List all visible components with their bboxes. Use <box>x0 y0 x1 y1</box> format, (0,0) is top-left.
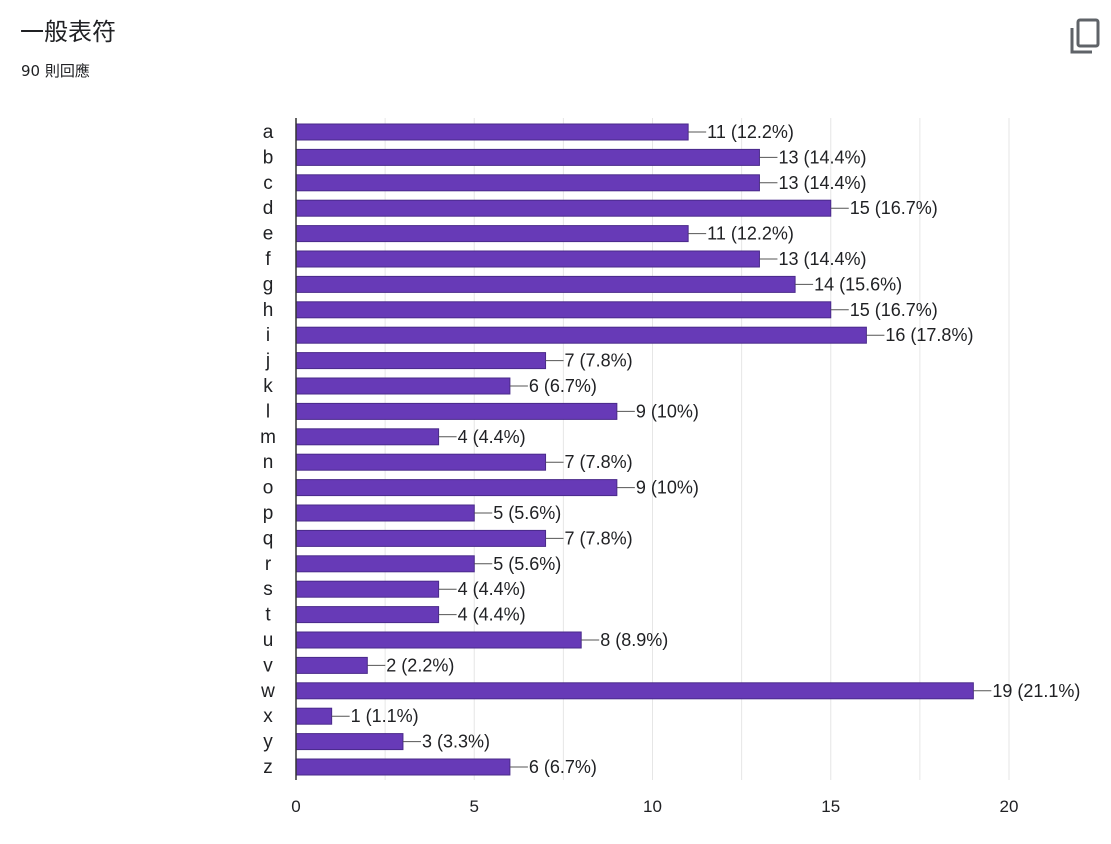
bar <box>295 326 867 344</box>
data-label: 7 (7.8%) <box>565 351 633 371</box>
bar <box>295 402 618 420</box>
bar <box>295 479 618 497</box>
bar <box>295 529 547 547</box>
data-label: 2 (2.2%) <box>386 655 454 675</box>
data-label: 3 (3.3%) <box>422 732 490 752</box>
category-label: j <box>265 351 270 372</box>
data-label: 15 (16.7%) <box>850 300 938 320</box>
category-label: d <box>263 198 274 219</box>
data-label: 4 (4.4%) <box>458 579 526 599</box>
data-label: 5 (5.6%) <box>493 554 561 574</box>
category-label: v <box>263 655 273 676</box>
category-label: o <box>263 478 274 499</box>
category-label: w <box>260 681 275 702</box>
category-label: r <box>265 554 272 575</box>
response-count: 90 則回應 <box>21 62 90 80</box>
bar <box>295 606 440 624</box>
x-tick-label: 0 <box>291 797 300 816</box>
x-tick-label: 20 <box>1000 797 1019 816</box>
bar <box>295 250 760 268</box>
data-label: 9 (10%) <box>636 478 699 498</box>
data-label: 7 (7.8%) <box>565 528 633 548</box>
bar <box>295 428 440 446</box>
data-label: 9 (10%) <box>636 401 699 421</box>
category-label: u <box>263 630 274 651</box>
category-label: c <box>263 173 273 194</box>
bar <box>295 123 689 141</box>
x-tick-label: 5 <box>470 797 479 816</box>
bar <box>295 656 368 674</box>
category-label: b <box>263 147 274 168</box>
bar <box>295 148 760 166</box>
category-label: g <box>263 274 274 295</box>
bar <box>295 758 511 776</box>
data-label: 7 (7.8%) <box>565 452 633 472</box>
bar <box>295 174 760 192</box>
category-label: k <box>263 376 273 397</box>
category-label: f <box>265 249 271 270</box>
bar <box>295 555 475 573</box>
data-label: 8 (8.9%) <box>600 630 668 650</box>
copy-icon <box>1070 18 1100 54</box>
data-label: 14 (15.6%) <box>814 274 902 294</box>
data-label: 15 (16.7%) <box>850 198 938 218</box>
category-label: e <box>263 224 274 245</box>
data-label: 19 (21.1%) <box>992 681 1080 701</box>
data-label: 13 (14.4%) <box>778 173 866 193</box>
data-label: 16 (17.8%) <box>885 325 973 345</box>
data-label: 13 (14.4%) <box>778 249 866 269</box>
category-label: h <box>263 300 274 321</box>
category-label: a <box>263 122 274 143</box>
category-label: z <box>263 757 273 778</box>
category-label: s <box>263 579 273 600</box>
bar <box>295 352 547 370</box>
bar <box>295 580 440 598</box>
category-label: n <box>263 452 274 473</box>
category-label: y <box>263 732 273 753</box>
page-title: 一般表符 <box>20 18 116 46</box>
data-label: 6 (6.7%) <box>529 757 597 777</box>
copy-button[interactable] <box>1062 14 1102 56</box>
data-label: 11 (12.2%) <box>707 122 794 142</box>
bar <box>295 377 511 395</box>
category-label: t <box>265 605 271 626</box>
category-label: p <box>263 503 274 524</box>
bar <box>295 199 832 217</box>
bar <box>295 682 974 700</box>
data-label: 11 (12.2%) <box>707 224 794 244</box>
data-label: 4 (4.4%) <box>458 605 526 625</box>
bar <box>295 301 832 319</box>
bar <box>295 453 547 471</box>
bar <box>295 631 582 649</box>
category-label: x <box>263 706 273 727</box>
x-tick-label: 10 <box>643 797 662 816</box>
bar <box>295 275 796 293</box>
bar <box>295 225 689 243</box>
category-label: i <box>266 325 270 346</box>
data-label: 1 (1.1%) <box>351 706 419 726</box>
bar <box>295 707 333 725</box>
data-label: 6 (6.7%) <box>529 376 597 396</box>
category-label: l <box>266 401 270 422</box>
category-label: m <box>260 427 276 448</box>
data-label: 13 (14.4%) <box>778 147 866 167</box>
x-tick-label: 15 <box>821 797 840 816</box>
data-label: 4 (4.4%) <box>458 427 526 447</box>
data-label: 5 (5.6%) <box>493 503 561 523</box>
category-label: q <box>263 528 274 549</box>
bar <box>295 733 404 751</box>
bar <box>295 504 475 522</box>
